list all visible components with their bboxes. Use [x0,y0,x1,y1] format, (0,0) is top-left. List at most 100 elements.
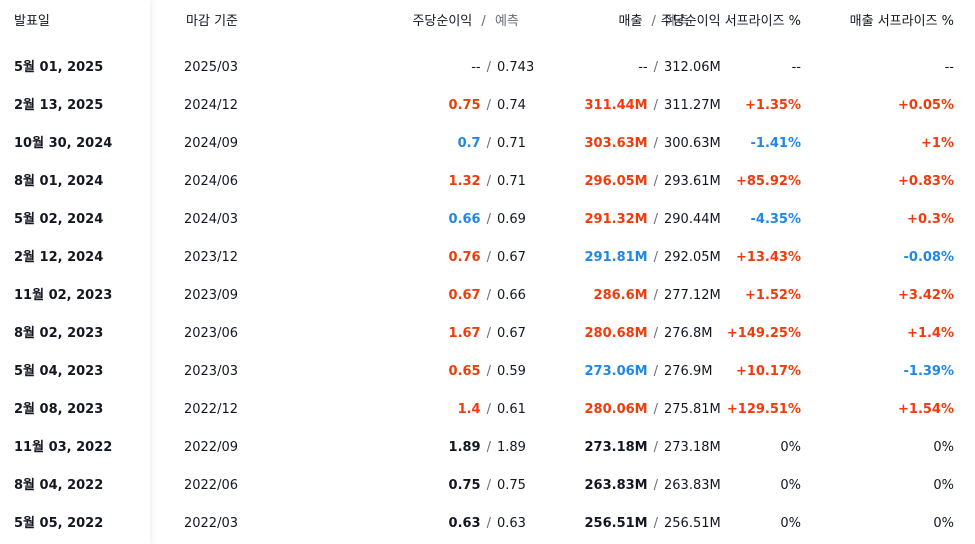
eps-actual: 0.75 [448,478,481,493]
eps-forecast: 0.63 [497,516,526,531]
revenue-actual: 286.6M [593,288,648,303]
revenue-forecast: 263.83M [664,478,721,493]
revenue-actual: 263.83M [584,478,648,493]
revenue-surprise: +1.4% [907,326,954,341]
eps-surprise: -- [791,60,801,75]
revenue-sep: / [653,174,658,189]
row-eps: 0.66 / 0.69 [449,212,535,228]
revenue-surprise: -- [944,60,954,75]
eps-actual: 1.32 [448,174,481,189]
revenue-surprise: 0% [933,440,954,455]
header-eps-sep: / [481,14,486,29]
revenue-actual: 291.32M [584,212,648,227]
row-eps: 0.7 / 0.71 [458,136,535,152]
header-eps-forecast: 예측 [494,14,519,29]
eps-surprise: +129.51% [726,402,801,417]
row-period: 2023/06 [183,326,238,341]
row-eps: 0.75 / 0.74 [449,98,535,114]
eps-surprise: +85.92% [735,174,801,189]
eps-surprise: -1.41% [750,136,802,151]
header-revenue-forecast: 예측 [665,14,689,29]
row-revenue: 286.6M / 277.12M [594,288,724,304]
eps-sep: / [486,98,491,113]
eps-sep: / [486,250,491,265]
row-period: 2023/03 [183,364,238,379]
row-period: 2024/06 [183,174,238,189]
eps-actual: 1.67 [448,326,481,341]
eps-forecast: 0.71 [497,136,526,151]
row-eps: 0.76 / 0.67 [449,250,535,266]
eps-actual: 0.66 [448,212,481,227]
row-eps: -- / 0.743 [471,60,535,76]
eps-surprise: +1.52% [745,288,801,303]
eps-actual: -- [471,60,481,75]
eps-surprise: +13.43% [735,250,801,265]
row-revenue: 256.51M / 256.51M [585,516,725,532]
header-period[interactable]: 마감 기준 [186,14,238,29]
row-eps: 0.75 / 0.75 [449,478,535,494]
row-eps: 0.67 / 0.66 [449,288,535,304]
row-revenue: 280.68M / 276.8M [585,326,725,342]
row-period: 2022/09 [183,440,238,455]
revenue-surprise: +1% [921,136,954,151]
eps-surprise: 0% [780,516,801,531]
header-date[interactable]: 발표일 [14,14,50,29]
row-eps: 1.32 / 0.71 [449,174,535,190]
row-eps: 1.89 / 1.89 [449,440,535,456]
eps-actual: 0.63 [448,516,481,531]
row-date: 11월 02, 2023 [14,288,113,303]
revenue-surprise: +0.3% [907,212,954,227]
eps-forecast: 0.74 [497,98,526,113]
eps-sep: / [486,516,491,531]
eps-actual: 0.76 [448,250,481,265]
revenue-sep: / [653,136,658,151]
revenue-sep: / [653,478,658,493]
eps-forecast: 0.67 [497,250,526,265]
eps-sep: / [486,136,491,151]
eps-surprise: -4.35% [750,212,802,227]
row-revenue: 291.81M / 292.05M [585,250,725,266]
revenue-actual: 273.18M [584,440,648,455]
revenue-actual: 256.51M [584,516,648,531]
row-revenue: 273.06M / 276.9M [585,364,725,380]
header-eps-surprise[interactable]: 주당순이익 서프라이즈 % [660,14,801,29]
eps-actual: 0.7 [457,136,481,151]
row-date: 5월 04, 2023 [14,364,104,379]
revenue-forecast: 292.05M [664,250,721,265]
eps-surprise: 0% [780,440,801,455]
revenue-surprise: -0.08% [903,250,955,265]
row-eps: 0.65 / 0.59 [449,364,535,380]
row-revenue: 280.06M / 275.81M [585,402,725,418]
header-revenue[interactable]: 매출 / 예측 [618,14,689,30]
revenue-actual: 311.44M [584,98,648,113]
revenue-sep: / [653,326,658,341]
eps-forecast: 0.67 [497,326,526,341]
eps-sep: / [486,174,491,189]
revenue-surprise: +0.83% [898,174,954,189]
revenue-sep: / [653,516,658,531]
revenue-actual: 291.81M [584,250,648,265]
row-eps: 1.67 / 0.67 [449,326,535,342]
revenue-sep: / [653,440,658,455]
revenue-forecast: 311.27M [664,98,721,113]
row-period: 2022/12 [183,402,238,417]
revenue-sep: / [653,212,658,227]
row-date: 5월 05, 2022 [14,516,104,531]
revenue-actual: 280.68M [584,326,648,341]
eps-actual: 0.67 [448,288,481,303]
header-revenue-surprise[interactable]: 매출 서프라이즈 % [849,14,954,29]
row-period: 2022/06 [183,478,238,493]
revenue-actual: -- [638,60,648,75]
revenue-surprise: 0% [933,478,954,493]
header-eps[interactable]: 주당순이익 / 예측 [412,14,523,30]
eps-sep: / [486,478,491,493]
revenue-forecast: 293.61M [664,174,721,189]
eps-forecast: 0.743 [497,60,535,75]
eps-forecast: 0.66 [497,288,526,303]
row-revenue: 303.63M / 300.63M [585,136,725,152]
eps-actual: 0.75 [448,98,481,113]
header-eps-label: 주당순이익 [412,14,473,29]
eps-sep: / [486,212,491,227]
row-period: 2023/12 [183,250,238,265]
revenue-actual: 296.05M [584,174,648,189]
